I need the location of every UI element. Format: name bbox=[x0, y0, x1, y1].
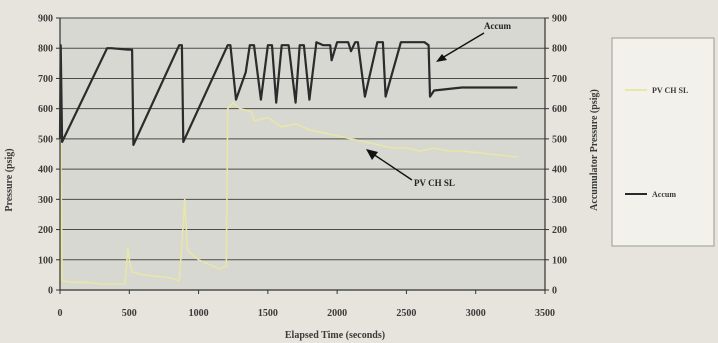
y-tick-label: 400 bbox=[38, 165, 53, 176]
y2-tick-label: 800 bbox=[552, 44, 567, 55]
legend: PV CH SL Accum bbox=[611, 37, 715, 247]
y2-tick-label: 300 bbox=[552, 195, 567, 206]
annotation-accum-label: Accum bbox=[484, 21, 511, 31]
y2-tick-label: 0 bbox=[552, 286, 557, 297]
plot-area bbox=[60, 18, 545, 290]
y-tick-label: 600 bbox=[38, 104, 53, 115]
x-axis-title: Elapsed Time (seconds) bbox=[285, 330, 385, 341]
x-tick-label: 500 bbox=[122, 308, 137, 319]
y-tick-label: 900 bbox=[38, 14, 53, 25]
x-tick-label: 3000 bbox=[466, 308, 486, 319]
annotation-pv-arrowhead bbox=[366, 149, 378, 160]
series-line-pv-ch-sl bbox=[59, 101, 518, 291]
x-tick-label: 1500 bbox=[258, 308, 278, 319]
annotation-pv-arrow bbox=[372, 153, 413, 181]
y2-tick-label: 200 bbox=[552, 225, 567, 236]
gridlines bbox=[60, 17, 545, 291]
series-line-accum bbox=[58, 41, 518, 146]
x-tick-label: 2500 bbox=[396, 308, 416, 319]
x-tick-label: 3500 bbox=[535, 308, 555, 319]
y2-tick-label: 400 bbox=[552, 165, 567, 176]
left-axis-ticks: 0 100 200 300 400 500 600 700 800 900 bbox=[38, 14, 60, 297]
y2-tick-label: 700 bbox=[552, 74, 567, 85]
annotations: Accum PV CH SL bbox=[366, 21, 511, 188]
y2-tick-label: 900 bbox=[552, 14, 567, 25]
y-axis-title: Pressure (psig) bbox=[4, 148, 15, 211]
y-tick-label: 200 bbox=[38, 225, 53, 236]
x-tick-label: 2000 bbox=[327, 308, 347, 319]
y-tick-label: 0 bbox=[48, 286, 53, 297]
legend-label-pv-ch-sl: PV CH SL bbox=[652, 86, 688, 95]
annotation-pv-label: PV CH SL bbox=[414, 178, 455, 188]
y2-tick-label: 100 bbox=[552, 255, 567, 266]
y2-tick-label: 500 bbox=[552, 134, 567, 145]
y2-tick-label: 600 bbox=[552, 104, 567, 115]
y-tick-label: 300 bbox=[38, 195, 53, 206]
x-axis-ticks: 0 500 1000 1500 2000 2500 3000 3500 bbox=[58, 290, 555, 319]
annotation-accum-arrowhead bbox=[436, 54, 447, 62]
annotation-accum-arrow bbox=[441, 32, 485, 59]
y-tick-label: 500 bbox=[38, 134, 53, 145]
right-axis-ticks: 0 100 200 300 400 500 600 700 800 900 bbox=[545, 14, 567, 297]
y-tick-label: 100 bbox=[38, 255, 53, 266]
axes bbox=[59, 18, 546, 291]
y2-axis-title: Accumulator Pressure (psig) bbox=[589, 89, 600, 211]
legend-box bbox=[611, 37, 715, 247]
legend-label-accum: Accum bbox=[652, 190, 676, 199]
x-tick-label: 1000 bbox=[189, 308, 209, 319]
y-tick-label: 800 bbox=[38, 44, 53, 55]
x-tick-label: 0 bbox=[58, 308, 63, 319]
series-layer bbox=[58, 41, 518, 291]
y-tick-label: 700 bbox=[38, 74, 53, 85]
